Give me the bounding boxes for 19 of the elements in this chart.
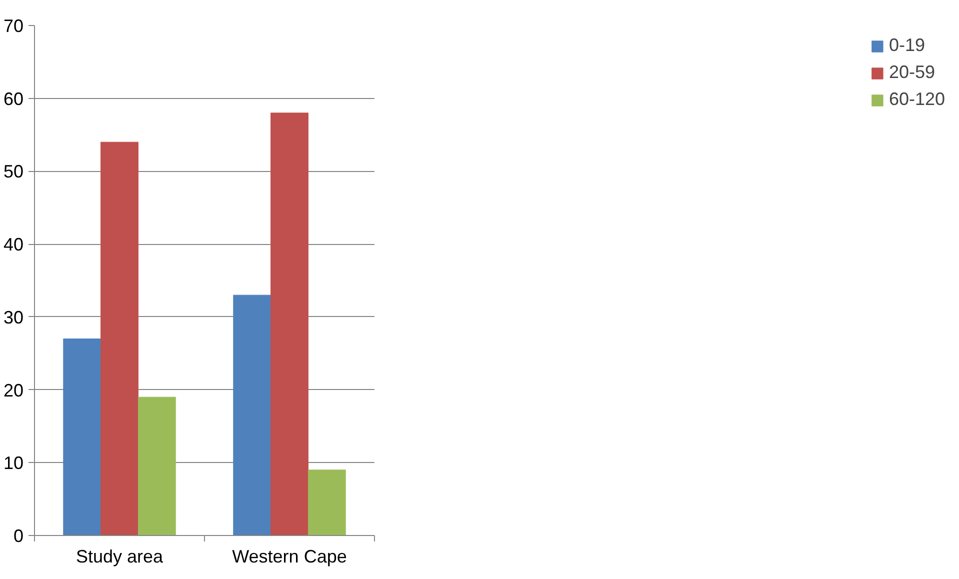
y-tick-label: 0 bbox=[13, 526, 24, 546]
y-tick-label: 50 bbox=[3, 162, 24, 182]
y-tick-label: 40 bbox=[3, 234, 24, 255]
y-tick-label: 10 bbox=[3, 453, 24, 474]
x-tick-label: Western Cape bbox=[232, 546, 347, 566]
x-tick-label: Study area bbox=[76, 546, 164, 566]
y-tick-label: 30 bbox=[3, 307, 24, 328]
legend-label: 60-120 bbox=[888, 89, 945, 110]
y-tick-label: 20 bbox=[3, 380, 24, 400]
bar bbox=[308, 470, 346, 536]
y-tick-label: 60 bbox=[3, 88, 24, 109]
bar bbox=[270, 112, 308, 536]
legend-label: 0-19 bbox=[888, 35, 925, 56]
bar bbox=[63, 338, 102, 536]
y-tick-label: 70 bbox=[3, 16, 24, 36]
bar bbox=[100, 142, 138, 536]
legend-label: 20-59 bbox=[888, 62, 935, 83]
bar bbox=[233, 294, 272, 536]
bar bbox=[138, 396, 176, 536]
